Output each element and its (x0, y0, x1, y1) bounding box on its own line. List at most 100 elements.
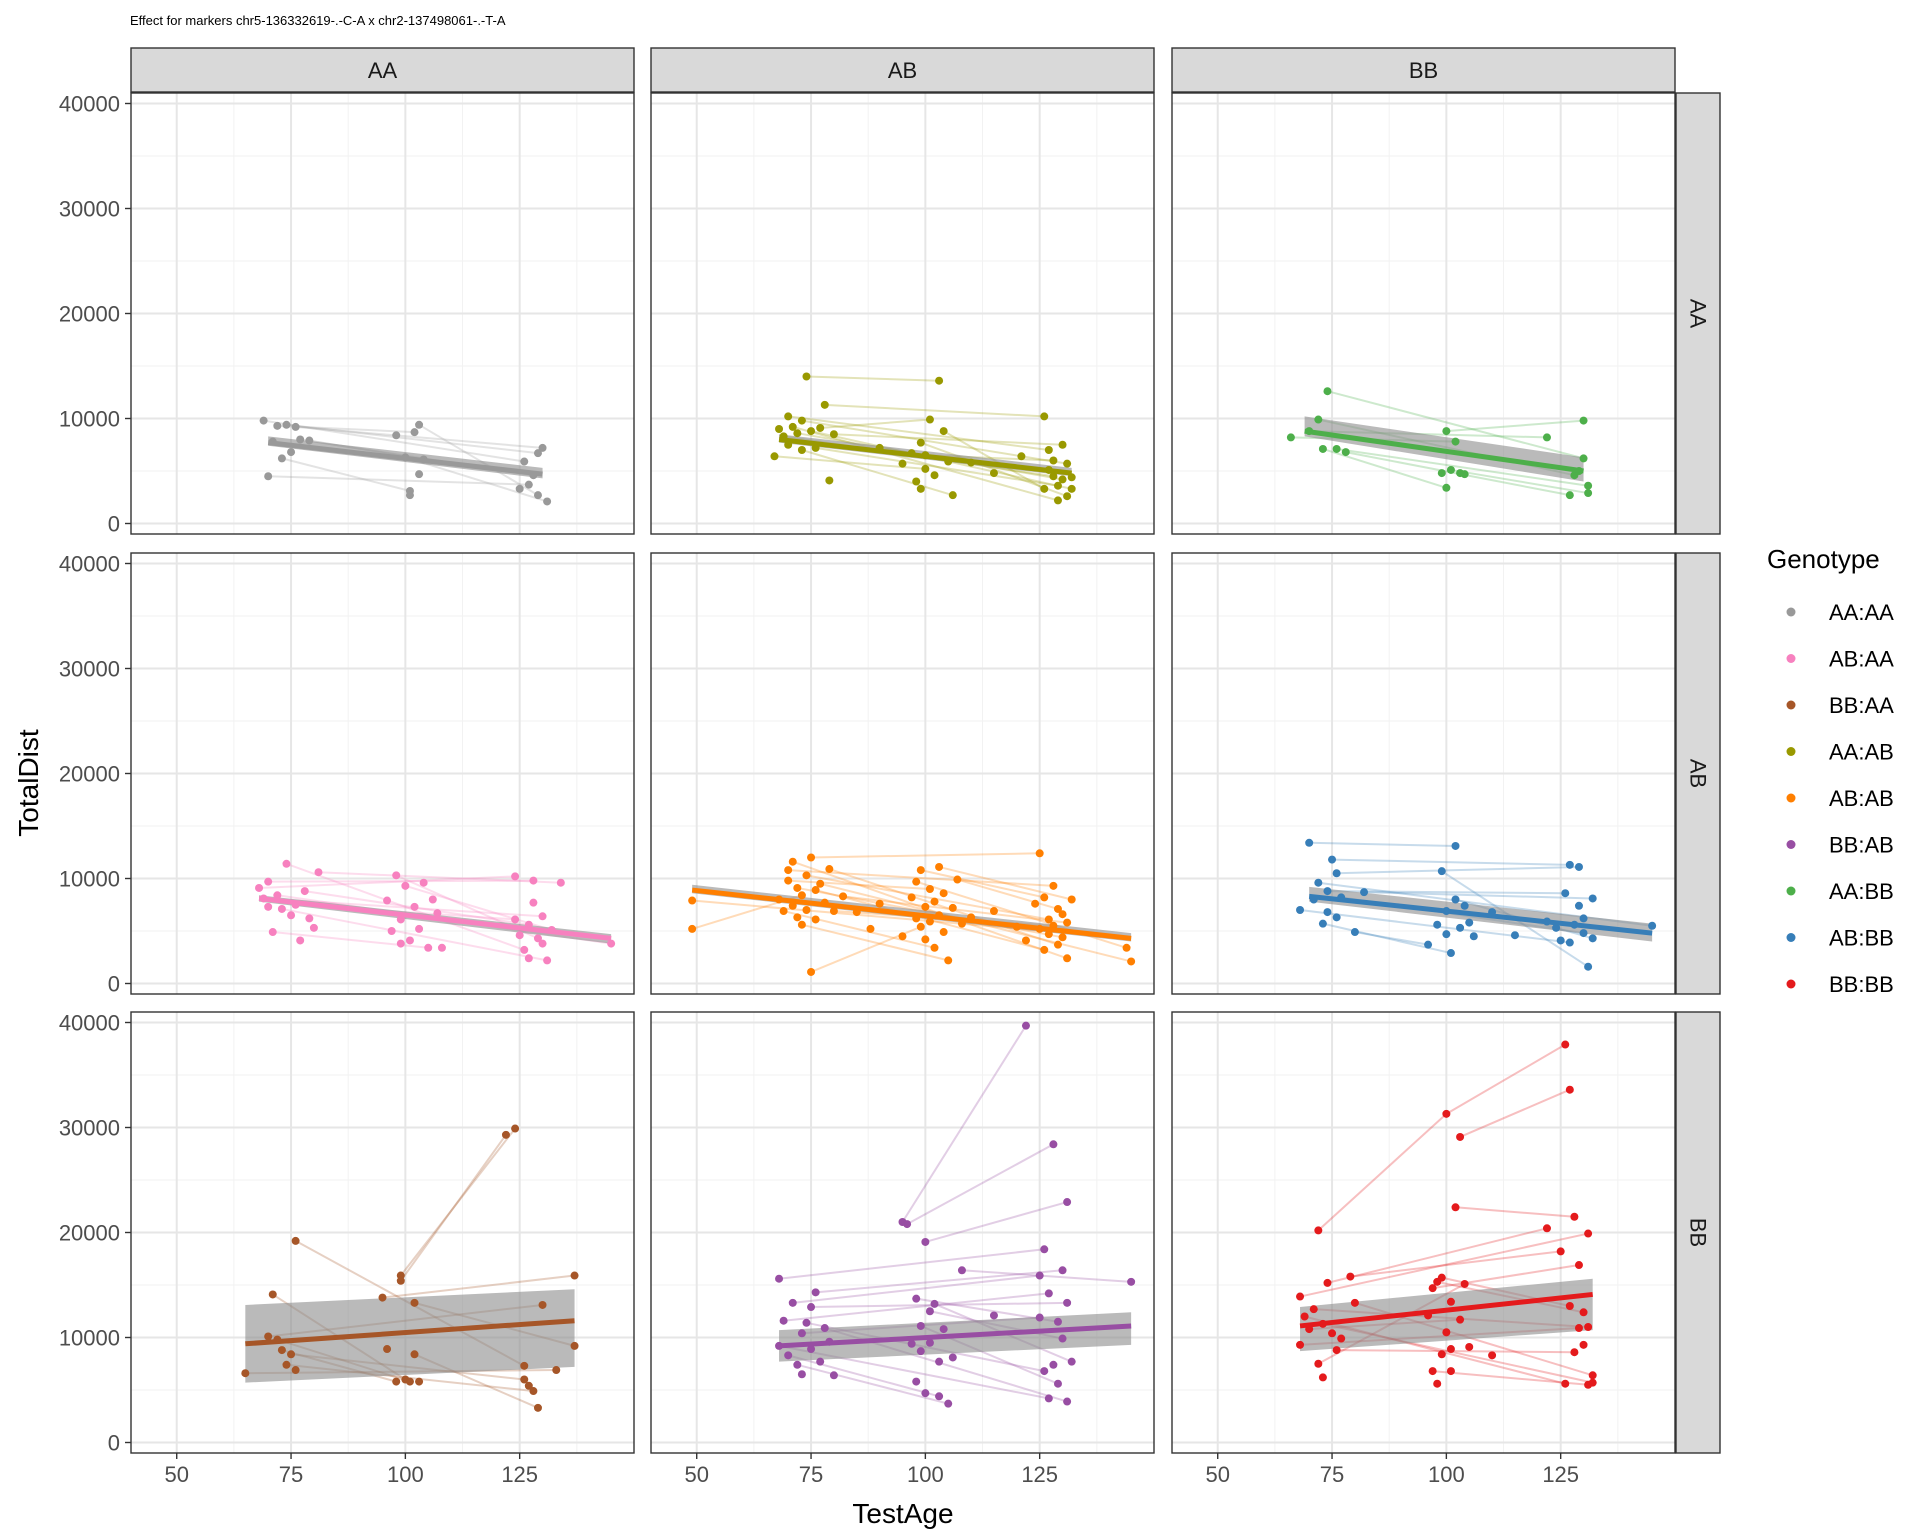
data-point (816, 1357, 825, 1366)
regression-line (258, 895, 612, 941)
data-point (1017, 452, 1026, 461)
data-point (921, 902, 930, 911)
data-point (1063, 1298, 1072, 1307)
data-point (1044, 930, 1053, 939)
data-point (405, 936, 414, 945)
data-point (802, 906, 811, 914)
data-point (1460, 470, 1469, 479)
data-point (802, 1318, 811, 1327)
data-point (1446, 949, 1455, 958)
data-point (1127, 957, 1136, 966)
trajectory-line (1450, 468, 1589, 495)
x-tick-label: 75 (799, 1462, 823, 1487)
data-point (797, 446, 806, 454)
data-point (1328, 1329, 1337, 1338)
trajectory-line (1455, 1206, 1575, 1218)
y-tick-label: 20000 (59, 762, 120, 787)
facet-panel-aa-aa (130, 92, 635, 535)
data-point (930, 1299, 939, 1308)
data-point (392, 1377, 401, 1386)
x-tick-label: 125 (1021, 1462, 1058, 1487)
data-point (1067, 1357, 1076, 1366)
data-point (807, 967, 816, 976)
regression-line (778, 1323, 1132, 1349)
data-point (1318, 919, 1327, 928)
data-point (273, 891, 282, 900)
data-point (524, 480, 533, 489)
data-point (925, 917, 934, 926)
trajectory-line (792, 860, 1068, 960)
data-point (511, 915, 520, 924)
data-point (570, 1341, 579, 1350)
data-point (1460, 901, 1469, 910)
strip-row-bb (1675, 1011, 1721, 1454)
trajectory-line (957, 878, 1059, 910)
data-point (1314, 1359, 1323, 1368)
data-point (1049, 1360, 1058, 1369)
data-point (296, 936, 305, 945)
legend-swatch (1786, 607, 1796, 617)
legend-title: Genotype (1767, 544, 1880, 574)
trajectory-line (788, 879, 930, 890)
x-tick-label: 125 (1542, 1462, 1579, 1487)
data-point (784, 876, 793, 885)
data-point (797, 1329, 806, 1338)
data-point (533, 1403, 542, 1412)
data-point (1451, 1203, 1460, 1212)
legend-label: AB:AB (1829, 786, 1894, 811)
legend-item: AB:BB (1786, 926, 1894, 951)
data-point (802, 372, 811, 381)
data-point (1040, 893, 1049, 902)
data-point (1565, 1302, 1574, 1310)
data-point (1565, 491, 1574, 500)
y-tick-label: 10000 (59, 1326, 120, 1351)
data-point (1309, 1305, 1318, 1314)
data-point (277, 1346, 286, 1355)
data-point (807, 1345, 816, 1354)
data-point (383, 896, 392, 905)
data-point (1040, 484, 1049, 493)
data-point (424, 943, 433, 952)
data-point (396, 939, 405, 948)
data-point (1437, 1350, 1446, 1359)
trajectory-line (906, 1143, 1054, 1225)
trajectory-line (801, 449, 954, 497)
y-tick-label: 0 (108, 1431, 120, 1456)
data-point (378, 1293, 387, 1302)
trajectory-line (268, 475, 529, 486)
data-point (793, 429, 802, 438)
data-point (903, 1220, 912, 1229)
data-point (989, 907, 998, 916)
data-point (788, 1298, 797, 1307)
data-point (989, 1311, 998, 1320)
data-point (916, 1347, 925, 1356)
data-point (241, 1369, 250, 1378)
data-point (916, 1321, 925, 1330)
trajectory-line (797, 1363, 949, 1405)
trajectory-line (263, 419, 525, 463)
data-point (1323, 1278, 1332, 1287)
trajectory-line (281, 457, 411, 492)
trajectory-line (258, 875, 516, 889)
data-point (1469, 932, 1478, 941)
panel-border (1171, 92, 1676, 535)
data-point (829, 907, 838, 916)
data-point (1556, 1247, 1565, 1256)
legend-label: AA:AA (1829, 600, 1894, 625)
data-point (921, 1389, 930, 1398)
legend-swatch (1786, 933, 1796, 942)
data-point (1433, 920, 1442, 929)
data-point (428, 895, 437, 904)
data-point (1584, 1229, 1593, 1238)
strip-col-label: AB (888, 58, 917, 83)
data-point (511, 1124, 520, 1133)
trajectory-line (1327, 1227, 1548, 1284)
facet-panels (130, 92, 1676, 1454)
data-point (1574, 901, 1583, 910)
data-point (1063, 918, 1072, 927)
data-point (1314, 878, 1323, 887)
data-point (944, 956, 953, 965)
trajectory-line (806, 874, 1050, 921)
data-point (1296, 906, 1305, 914)
